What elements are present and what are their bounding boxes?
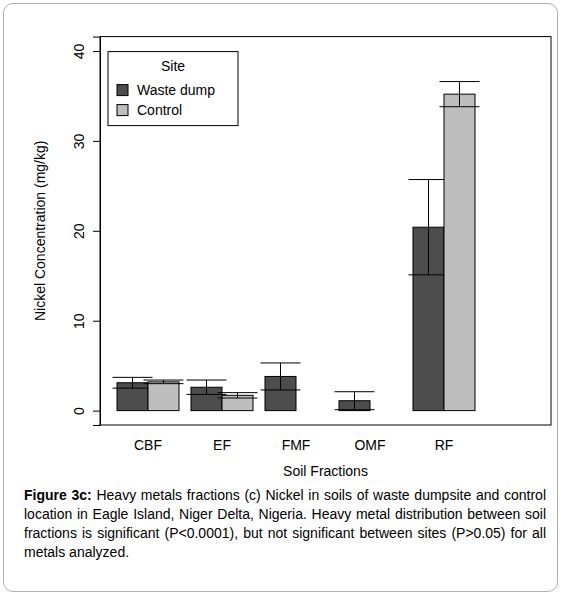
legend-title: Site (161, 58, 185, 74)
error-bar (113, 377, 153, 388)
series-bars (148, 94, 475, 410)
bar (444, 94, 475, 410)
x-tick-label: RF (435, 437, 454, 453)
x-tick-label: FMF (282, 437, 311, 453)
x-tick-label: OMF (354, 437, 385, 453)
x-tick-label: CBF (134, 437, 162, 453)
x-axis-title: Soil Fractions (283, 463, 368, 479)
y-tick-mark (93, 411, 100, 412)
x-tick: CBF (134, 425, 162, 453)
y-tick-label: 20 (71, 223, 87, 239)
y-tick-label: 10 (71, 313, 87, 329)
error-bar (260, 363, 300, 390)
x-tick: FMF (282, 425, 311, 453)
legend-label: Control (137, 102, 182, 118)
x-axis-line (118, 425, 476, 426)
caption-label: Figure 3c: (24, 487, 92, 503)
x-tick: OMF (354, 425, 385, 453)
plot-frame (100, 37, 551, 425)
error-bars (144, 82, 480, 398)
y-tick-label: 30 (71, 133, 87, 149)
bar (370, 410, 401, 411)
y-tick-label: 0 (71, 407, 87, 415)
y-axis: 0 10 20 30 40 (71, 37, 101, 425)
chart: 0 10 20 30 40 CBF EF FMF OMF RF Soil Fractions Nick… (0, 0, 563, 480)
caption-text: Heavy metals fractions (c) Nickel in soi… (24, 487, 546, 560)
y-tick-mark (93, 231, 100, 232)
y-tick-label: 40 (71, 43, 87, 59)
y-tick: 20 (71, 223, 100, 239)
error-bar (408, 180, 448, 275)
legend-box (108, 52, 238, 126)
bar (296, 410, 327, 411)
legend-swatch (117, 105, 128, 116)
x-tick: RF (435, 425, 454, 453)
series-bars (117, 227, 444, 410)
legend-label: Waste dump (137, 82, 215, 98)
bar (148, 382, 179, 411)
y-tick: 40 (71, 43, 100, 59)
y-tick-mark (93, 51, 100, 52)
y-tick-mark (93, 141, 100, 142)
legend: Site Waste dump Control (108, 52, 238, 126)
y-tick: 0 (71, 407, 100, 415)
y-axis-title: Nickel Concentration (mg/kg) (32, 141, 48, 322)
y-tick: 30 (71, 133, 100, 149)
error-bar (144, 380, 184, 384)
error-bar (439, 82, 479, 107)
y-tick-mark (93, 321, 100, 322)
x-axis: CBF EF FMF OMF RF (118, 425, 476, 453)
caption: Figure 3c: Heavy metals fractions (c) Ni… (24, 486, 546, 562)
error-bar (334, 392, 374, 410)
plot-area (113, 82, 480, 411)
x-tick-label: EF (213, 437, 231, 453)
x-tick: EF (213, 425, 231, 453)
legend-swatch (117, 85, 128, 96)
error-bar (218, 393, 258, 398)
error-bars (113, 180, 449, 410)
y-tick: 10 (71, 313, 100, 329)
y-axis-line (93, 37, 101, 425)
